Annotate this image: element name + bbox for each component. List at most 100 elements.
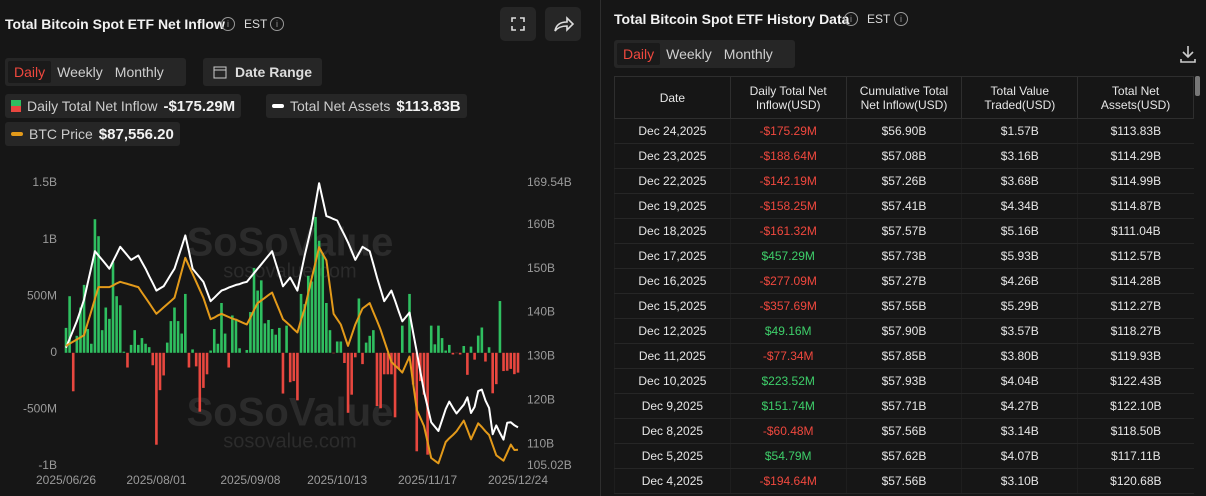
bar (480, 327, 484, 353)
table-cell: $56.90B (845, 118, 962, 144)
tab[interactable]: Monthly (114, 64, 164, 80)
bar (90, 343, 93, 353)
bar (111, 262, 115, 353)
bar (173, 307, 176, 353)
timezone: EST (867, 12, 891, 26)
table-cell: $111.04B (1077, 218, 1194, 244)
watermark: SoSoValue (187, 391, 394, 435)
legend-item[interactable]: BTC Price $87,556.20 (5, 122, 180, 146)
table-cell: -$77.34M (729, 343, 847, 369)
bar (270, 329, 274, 353)
download-icon[interactable] (1178, 44, 1198, 64)
table-cell: Dec 16,2025 (614, 268, 731, 294)
table-cell: $1.57B (961, 118, 1078, 144)
table-row: Dec 5,2025 $54.79M $57.62B $4.07B $117.11B (614, 443, 1194, 469)
info-icon[interactable]: i (844, 12, 858, 26)
table-row: Dec 19,2025 -$158.25M $57.41B $4.34B $114.87… (614, 193, 1194, 219)
bar (505, 352, 509, 371)
table-cell: $57.93B (845, 368, 962, 394)
bar (357, 298, 361, 353)
table-cell: $4.26B (961, 268, 1078, 294)
table-cell: $57.73B (845, 243, 962, 269)
bar (292, 352, 296, 382)
bar (386, 352, 390, 375)
tab[interactable]: Weekly (57, 64, 103, 80)
x-tick-label: 2025/11/17 (398, 473, 457, 487)
bar (249, 312, 252, 353)
bar (82, 284, 86, 353)
x-tick-label: 2025/10/13 (307, 473, 367, 487)
bar (462, 346, 466, 353)
bar (259, 280, 263, 353)
bar (263, 323, 267, 353)
watermark: SoSoValue (187, 221, 394, 265)
table-row: Dec 18,2025 -$161.32M $57.57B $5.16B $111.04… (614, 218, 1194, 244)
bar (317, 240, 321, 353)
share-button[interactable] (545, 7, 581, 41)
tab[interactable]: Weekly (666, 46, 712, 62)
table-cell: $57.71B (845, 393, 962, 419)
legend-item[interactable]: Total Net Assets $113.83B (266, 94, 467, 118)
legend-label: BTC Price (29, 126, 93, 142)
bar (411, 352, 415, 385)
table-wrap: Date Daily Total Net Inflow(USD) Cumulativ… (614, 76, 1194, 494)
bar (502, 352, 505, 372)
scrollbar[interactable] (1195, 76, 1200, 96)
info-icon[interactable]: i (894, 12, 908, 26)
bar (100, 330, 104, 353)
table-cell: $57.90B (845, 318, 962, 344)
bar (238, 348, 241, 353)
y2-tick-label: 160B (527, 217, 555, 231)
bar (466, 352, 469, 375)
table-cell: $57.56B (845, 418, 962, 444)
legend-item[interactable]: Daily Total Net Inflow -$175.29M (5, 94, 242, 118)
table-cell: $57.27B (845, 268, 962, 294)
bar (433, 344, 437, 353)
bar (223, 333, 227, 353)
tab[interactable]: Monthly (723, 46, 773, 62)
bar (129, 344, 133, 353)
bar (97, 236, 100, 353)
info-icon[interactable]: i (221, 17, 235, 31)
y2-tick-label: 150B (527, 261, 555, 275)
watermark: sosovalue.com (223, 430, 356, 452)
bar (71, 352, 75, 392)
legend-value: $113.83B (396, 97, 461, 115)
period-tabs: Daily Weekly Monthly (614, 40, 795, 68)
bar (267, 319, 270, 353)
bar (115, 296, 118, 353)
table-row: Dec 15,2025 -$357.69M $57.55B $5.29B $112.27… (614, 293, 1194, 319)
table-cell: $3.68B (961, 168, 1078, 194)
bar (108, 318, 111, 353)
tab[interactable]: Daily (8, 61, 52, 83)
column-header: Cumulative Total Net Inflow(USD) (845, 76, 963, 119)
column-header: Total Value Traded(USD) (961, 76, 1079, 119)
expand-button[interactable] (500, 7, 536, 41)
calendar-icon (213, 66, 227, 79)
table-cell: $4.04B (961, 368, 1078, 394)
bar (437, 325, 440, 353)
legend-icon (272, 104, 284, 108)
table-cell: -$175.29M (729, 118, 847, 144)
y2-tick-label: 130B (527, 349, 555, 363)
bar (278, 327, 281, 353)
tab[interactable]: Daily (617, 43, 661, 65)
date-range-button[interactable]: Date Range (203, 58, 323, 86)
info-icon[interactable]: i (270, 17, 284, 31)
bar (147, 347, 151, 353)
bar (328, 330, 332, 353)
table-cell: $112.57B (1077, 243, 1194, 269)
bar (513, 352, 516, 375)
table-cell: $114.29B (1077, 143, 1194, 169)
table-cell: Dec 8,2025 (614, 418, 731, 444)
bar (93, 219, 97, 353)
bar (234, 318, 238, 353)
bar (205, 352, 209, 375)
table-cell: -$357.69M (729, 293, 847, 319)
bar (400, 325, 404, 353)
table-cell: $57.41B (845, 193, 962, 219)
table-cell: Dec 22,2025 (614, 168, 731, 194)
bar (473, 352, 476, 360)
y2-tick-label: 120B (527, 392, 555, 406)
